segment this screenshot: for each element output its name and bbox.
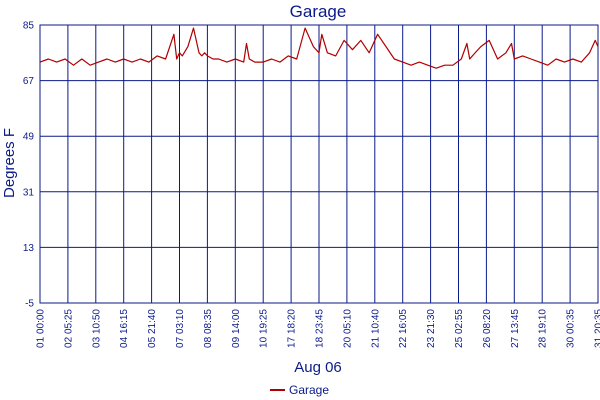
x-tick-label: 10 19:25	[259, 309, 270, 348]
x-tick-label: 08 08:35	[203, 309, 214, 348]
x-tick-label: 28 19:10	[538, 309, 549, 348]
x-tick-label: 01 00:00	[36, 309, 47, 348]
x-tick-label: 26 08:20	[482, 309, 493, 348]
x-axis-label: Aug 06	[294, 359, 342, 376]
x-tick-label: 31 20:35	[594, 309, 600, 348]
y-tick-label: -5	[25, 299, 34, 310]
x-tick-label: 27 13:45	[510, 309, 521, 348]
y-tick-label: 31	[23, 187, 35, 198]
x-tick-label: 07 03:10	[175, 309, 186, 348]
plot-area: 85 67 49 31 13 -501 00:00 02 05:25 03 10:50 04 1…	[23, 21, 600, 348]
legend: Garage	[270, 383, 329, 397]
x-tick-label: 23 21:30	[426, 309, 437, 348]
x-tick-label: 25 02:55	[454, 309, 465, 348]
y-tick-label: 67	[23, 76, 35, 87]
x-tick-label: 20 05:10	[342, 309, 353, 348]
y-tick-label: 13	[23, 243, 35, 254]
legend-label: Garage	[289, 383, 329, 397]
x-tick-label: 22 16:05	[398, 309, 409, 348]
x-tick-label: 02 05:25	[63, 309, 74, 348]
y-tick-label: 85	[23, 21, 35, 32]
x-tick-label: 18 23:45	[315, 309, 326, 348]
series-line-garage	[39, 27, 599, 69]
y-tick-label: 49	[23, 132, 35, 143]
chart-title: Garage	[290, 2, 347, 21]
x-tick-label: 09 14:00	[231, 309, 242, 348]
x-tick-label: 05 21:40	[147, 309, 158, 348]
x-tick-label: 17 18:20	[287, 309, 298, 348]
x-tick-label: 04 16:15	[119, 309, 130, 348]
x-tick-label: 21 10:40	[370, 309, 381, 348]
x-tick-label: 30 00:35	[566, 309, 577, 348]
x-tick-label: 03 10:50	[91, 309, 102, 348]
y-axis-label: Degrees F	[1, 128, 18, 198]
